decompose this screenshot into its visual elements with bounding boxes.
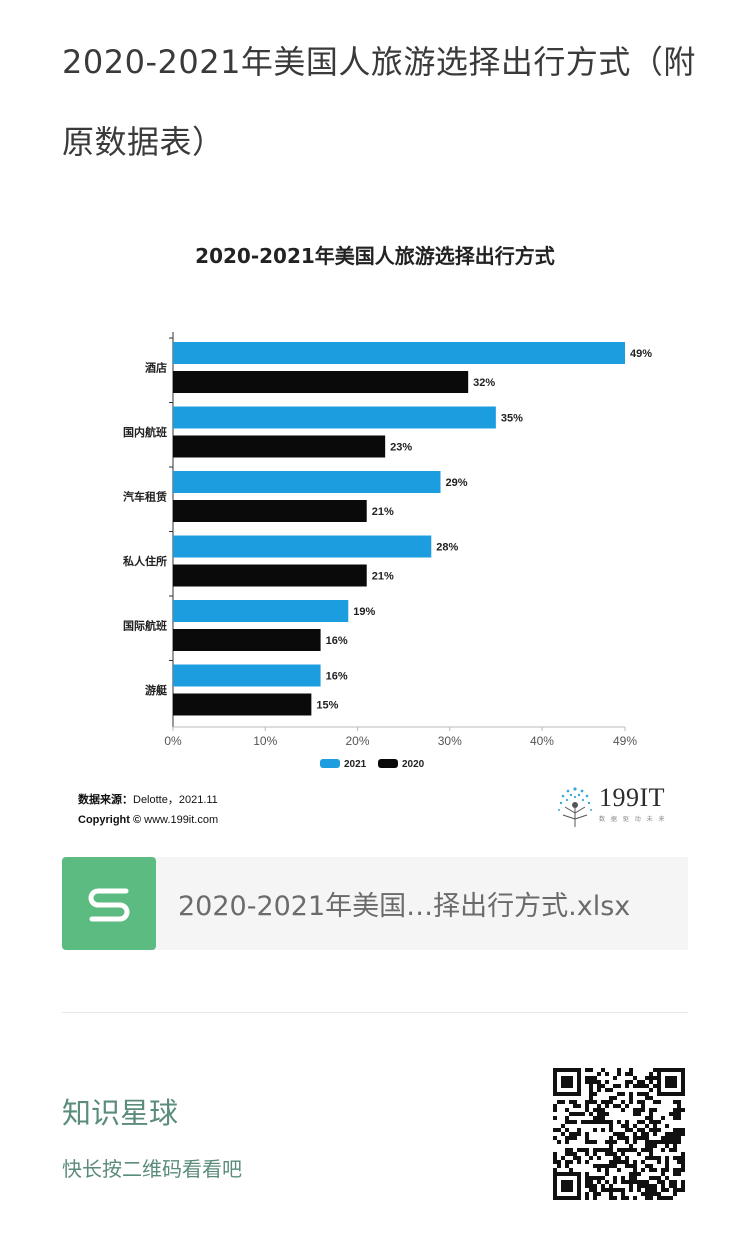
file-attachment[interactable]: 2020-2021年美国…择出行方式.xlsx (62, 857, 688, 950)
data-label: 19% (353, 606, 375, 618)
legend-swatch-2020 (378, 759, 398, 768)
brand-tagline: 数 据 驱 动 未 来 (599, 816, 667, 823)
bar-2020 (173, 435, 386, 458)
bar-2021 (173, 600, 349, 622)
category-label: 国内航班 (123, 425, 167, 439)
x-tick-label: 10% (253, 734, 277, 748)
legend-label: 2021 (344, 759, 367, 770)
category-label: 酒店 (145, 361, 167, 375)
legend-swatch-2021 (320, 759, 340, 768)
data-label: 16% (326, 671, 348, 683)
category-label: 私人住所 (123, 554, 167, 568)
x-tick-label: 40% (530, 734, 554, 748)
data-label: 29% (446, 477, 468, 489)
category-label: 游艇 (145, 683, 168, 697)
chart-title: 2020-2021年美国人旅游选择出行方式 (195, 244, 555, 268)
data-label: 15% (316, 700, 338, 712)
dandelion-icon (558, 787, 592, 827)
spreadsheet-s-icon (62, 857, 156, 950)
bar-2020 (173, 629, 321, 651)
bar-2020 (173, 500, 367, 522)
data-label: 32% (473, 377, 495, 389)
data-label: 35% (501, 413, 523, 425)
data-label: 28% (436, 542, 458, 554)
planet-subtitle: 快长按二维码看看吧 (62, 1157, 242, 1181)
x-tick-label: 49% (613, 734, 637, 748)
legend-label: 2020 (402, 759, 425, 770)
bar-2020 (173, 371, 469, 393)
chart-card: 2020-2021年美国人旅游选择出行方式酒店 49% 32% 国内航班 35% 23% 汽… (62, 225, 688, 840)
copyright-label: Copyright © (78, 814, 142, 826)
bar-2021 (173, 664, 321, 687)
data-label: 21% (372, 506, 394, 518)
data-label: 16% (326, 635, 348, 647)
bar-2020 (173, 693, 312, 716)
bar-2021 (173, 471, 441, 493)
x-tick-label: 30% (438, 734, 462, 748)
brand-name: 199IT (599, 783, 666, 812)
x-tick-label: 20% (345, 734, 369, 748)
data-label: 49% (630, 348, 652, 360)
brand-logo: 199IT 数 据 驱 动 未 来 (553, 783, 683, 831)
bar-2020 (173, 564, 367, 587)
source-label: 数据来源： (78, 794, 133, 806)
data-label: 21% (372, 571, 394, 583)
file-name: 2020-2021年美国…择出行方式.xlsx (178, 891, 631, 922)
copyright-text: www.199it.com (144, 814, 219, 826)
chart-source: 数据来源：Delotte，2021.11 Copyright © www.199… (78, 790, 218, 830)
category-label: 国际航班 (123, 619, 167, 633)
planet-title: 知识星球 (62, 1096, 179, 1130)
data-label: 23% (390, 442, 412, 454)
page-title: 2020-2021年美国人旅游选择出行方式（附原数据表） (62, 43, 696, 161)
category-label: 汽车租赁 (123, 490, 167, 504)
qr-code-icon[interactable] (553, 1068, 685, 1200)
bar-2021 (173, 406, 496, 429)
x-tick-label: 0% (164, 734, 182, 748)
bar-2021 (173, 535, 432, 558)
bar-2021 (173, 342, 625, 364)
source-text: Delotte，2021.11 (133, 794, 218, 806)
divider (62, 1012, 688, 1013)
